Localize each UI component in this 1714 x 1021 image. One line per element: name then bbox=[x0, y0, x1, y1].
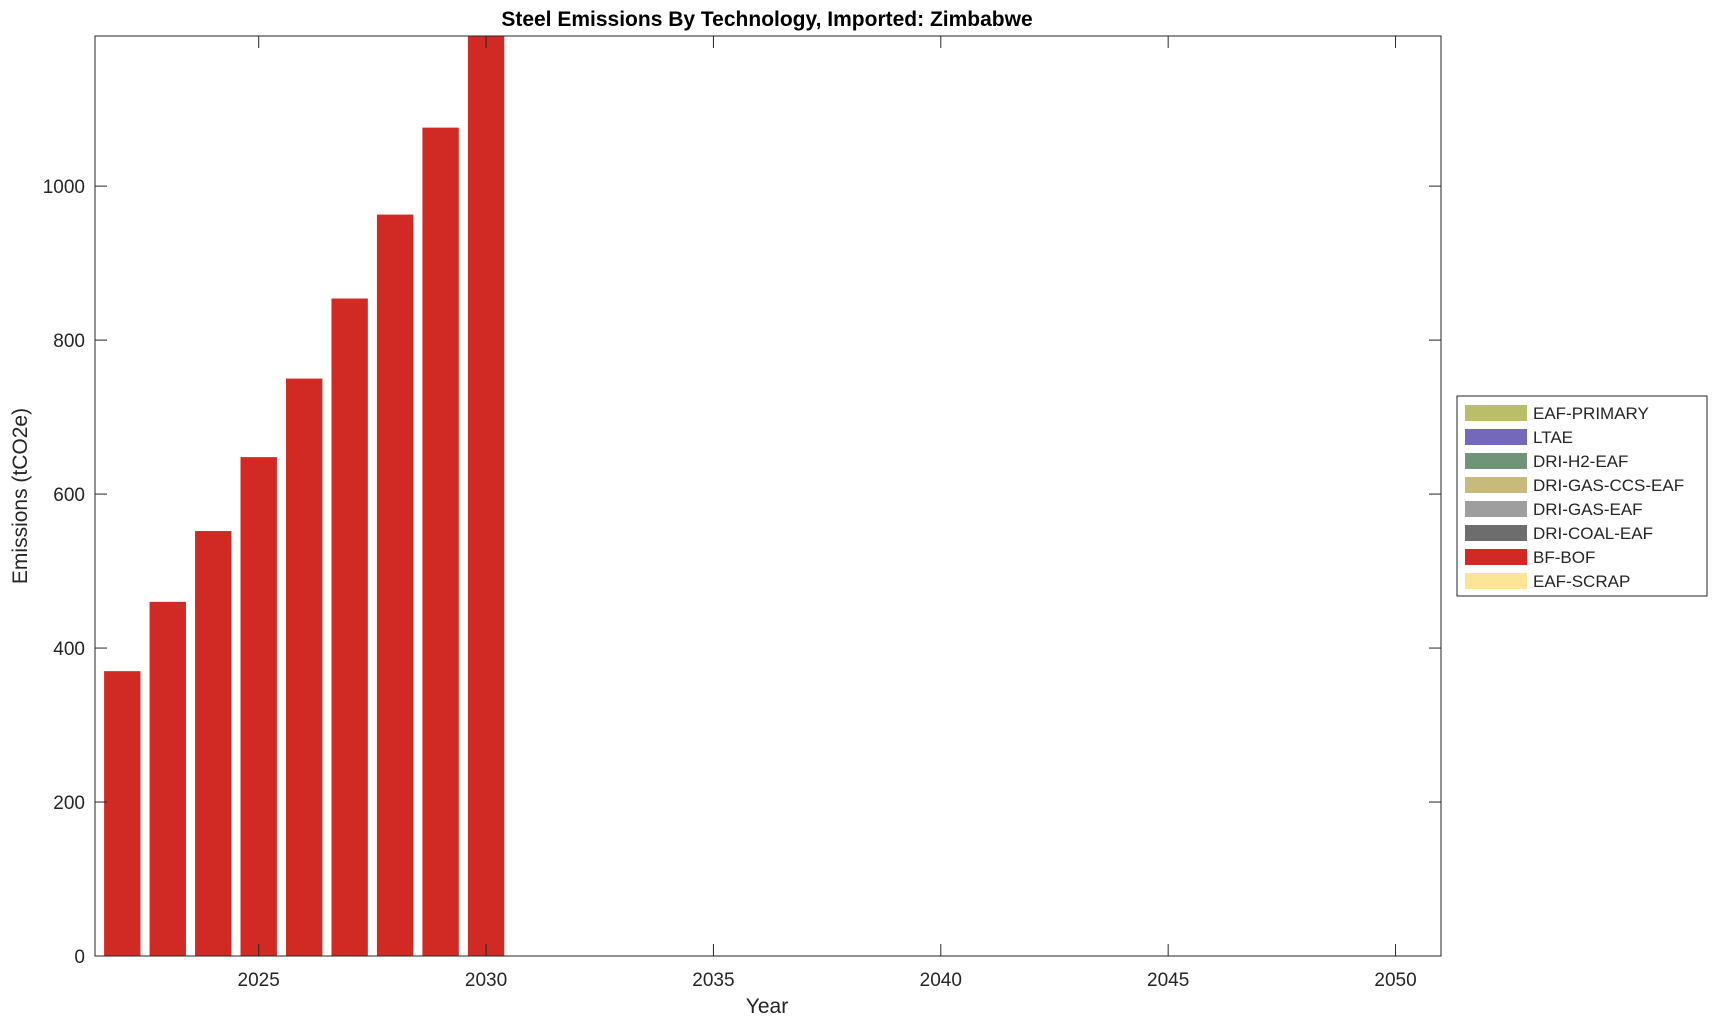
bar-bf-bof-2023 bbox=[149, 601, 186, 956]
legend-swatch-dri-coal-eaf bbox=[1465, 525, 1527, 541]
bars-layer bbox=[104, 36, 505, 957]
y-tick-label: 1000 bbox=[43, 177, 85, 198]
legend-label-bf-bof: BF-BOF bbox=[1533, 548, 1595, 567]
legend-swatch-ltae bbox=[1465, 429, 1527, 445]
y-tick-label: 400 bbox=[53, 639, 85, 660]
y-axis-label: Emissions (tCO2e) bbox=[9, 408, 32, 584]
legend-swatch-eaf-primary bbox=[1465, 405, 1527, 421]
x-tick-label: 2040 bbox=[920, 970, 962, 991]
legend-swatch-bf-bof bbox=[1465, 549, 1527, 565]
x-tick-label: 2025 bbox=[238, 970, 280, 991]
legend-label-dri-gas-eaf: DRI-GAS-EAF bbox=[1533, 500, 1643, 519]
axis-ticks: 2025 2030 2035 2040 2045 2050 0 200 400 600 800 100… bbox=[43, 36, 1441, 991]
legend-label-dri-gas-ccs-eaf: DRI-GAS-CCS-EAF bbox=[1533, 476, 1684, 495]
legend-swatch-dri-gas-eaf bbox=[1465, 501, 1527, 517]
legend-label-dri-coal-eaf: DRI-COAL-EAF bbox=[1533, 524, 1653, 543]
legend-swatch-dri-gas-ccs-eaf bbox=[1465, 477, 1527, 493]
bar-bf-bof-2028 bbox=[376, 214, 414, 957]
legend-label-dri-h2-eaf: DRI-H2-EAF bbox=[1533, 452, 1628, 471]
bar-bf-bof-2026 bbox=[285, 378, 323, 957]
y-tick-label: 0 bbox=[74, 947, 85, 968]
legend-swatch-eaf-scrap bbox=[1465, 573, 1527, 589]
bar-bf-bof-2022 bbox=[104, 671, 141, 956]
x-tick-label: 2035 bbox=[692, 970, 734, 991]
legend-label-eaf-primary: EAF-PRIMARY bbox=[1533, 404, 1649, 423]
legend-items: EAF-PRIMARY LTAE DRI-H2-EAF DRI-GAS-CCS-EAF… bbox=[1465, 404, 1684, 591]
legend-swatch-dri-h2-eaf bbox=[1465, 453, 1527, 469]
bar-bf-bof-2030 bbox=[467, 36, 505, 956]
bar-bf-bof-2027 bbox=[331, 298, 368, 956]
legend-label-eaf-scrap: EAF-SCRAP bbox=[1533, 572, 1630, 591]
y-tick-label: 600 bbox=[53, 485, 85, 506]
plot-frame bbox=[94, 35, 1442, 957]
x-tick-label: 2045 bbox=[1147, 970, 1189, 991]
y-tick-label: 800 bbox=[53, 331, 85, 352]
x-tick-label: 2030 bbox=[465, 970, 507, 991]
bar-bf-bof-2024 bbox=[195, 531, 232, 956]
legend-label-ltae: LTAE bbox=[1533, 428, 1573, 447]
bar-bf-bof-2025 bbox=[240, 457, 277, 956]
chart-title: Steel Emissions By Technology, Imported:… bbox=[501, 8, 1032, 31]
y-tick-label: 200 bbox=[53, 793, 85, 814]
x-tick-label: 2050 bbox=[1374, 970, 1416, 991]
x-axis-label: Year bbox=[746, 995, 788, 1018]
legend: EAF-PRIMARY LTAE DRI-H2-EAF DRI-GAS-CCS-EAF… bbox=[1456, 395, 1708, 597]
bar-bf-bof-2029 bbox=[422, 127, 459, 957]
